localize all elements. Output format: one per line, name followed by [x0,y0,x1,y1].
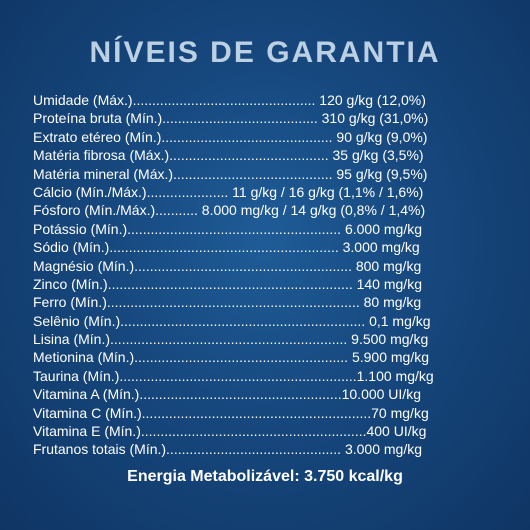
list-item: Vitamina E (Mín.).......................… [33,423,427,440]
list-item: Vitamina A (Mín.).......................… [33,386,421,403]
list-item: Proteína bruta (Mín.)...................… [33,110,429,127]
list-item: Metionina (Mín.)........................… [33,349,430,366]
list-item: Taurina (Mín.)..........................… [33,367,434,384]
energy-summary: Energia Metabolizável: 3.750 kcal/kg [127,468,403,485]
list-item: Matéria fibrosa (Máx.)..................… [33,147,424,164]
list-item: Umidade (Máx.)..........................… [33,92,426,108]
list-item: Extrato etéreo (Mín.)...................… [33,128,428,145]
list-item: Zinco (Mín.)............................… [33,275,422,292]
list-item: Vitamina C (Mín.).......................… [33,404,429,421]
list-item: Magnésio (Mín.).........................… [33,257,422,274]
list-item: Matéria mineral (Máx.)..................… [33,165,428,182]
list-item: Fósforo (Mín./Máx.)........... 8.000 mg/… [33,202,426,219]
list-item: Frutanos totais (Mín.)..................… [33,441,423,458]
list-item: Ferro (Mín.)............................… [33,294,422,311]
list-item: Selênio (Mín.)..........................… [33,312,431,329]
list-item: Lisina (Mín.)...........................… [33,331,429,348]
list-item: Cálcio (Mín./Máx.)..................... … [33,183,424,200]
guarantee-list: Umidade (Máx.)..........................… [33,91,498,459]
list-item: Potássio (Mín.).........................… [33,220,423,237]
page-title: NÍVEIS DE GARANTIA [89,36,441,69]
list-item: Sódio (Mín.)............................… [33,239,420,256]
